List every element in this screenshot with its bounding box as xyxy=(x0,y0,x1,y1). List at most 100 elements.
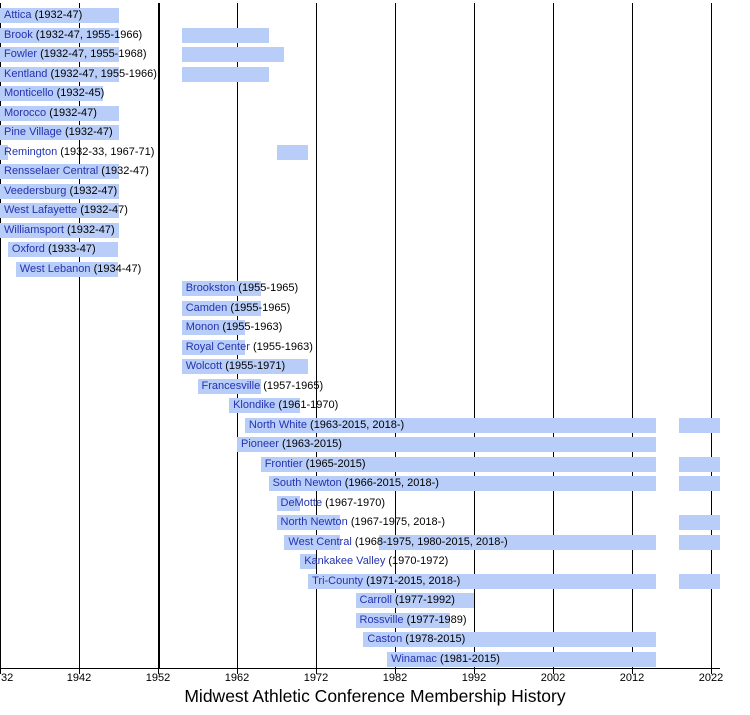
membership-bar xyxy=(0,223,119,238)
school-link[interactable]: Kankakee Valley xyxy=(304,555,386,567)
membership-years-text: (1932-47, 1955-1968) xyxy=(37,48,147,60)
school-link[interactable]: Winamac xyxy=(391,653,437,665)
school-link[interactable]: West Central xyxy=(288,536,352,548)
gridline-1952 xyxy=(158,3,160,669)
row-label: Winamac (1981-2015) xyxy=(391,652,500,667)
gridline-1932 xyxy=(0,3,1,669)
row-label: Francesville (1957-1965) xyxy=(202,379,324,394)
school-link[interactable]: South Newton xyxy=(272,477,342,489)
school-link[interactable]: West Lebanon xyxy=(19,263,91,275)
school-link[interactable]: North Newton xyxy=(280,516,348,528)
membership-years-text: (1955-1971) xyxy=(222,360,286,372)
row-label: Caston (1978-2015) xyxy=(367,632,465,647)
school-link[interactable]: Williamsport xyxy=(4,224,64,236)
school-link[interactable]: Rossville xyxy=(359,614,404,626)
row-label: North White (1963-2015, 2018-) xyxy=(249,418,404,433)
school-link[interactable]: West Lafayette xyxy=(4,204,78,216)
gridline-2022 xyxy=(711,3,712,669)
row-label: Kentland (1932-47, 1955-1966) xyxy=(4,67,157,82)
row-label: Veedersburg (1932-47) xyxy=(4,184,117,199)
school-link[interactable]: Fowler xyxy=(4,48,38,60)
membership-bar xyxy=(181,28,269,43)
row-label: Kankakee Valley (1970-1972) xyxy=(304,554,448,569)
membership-bar xyxy=(284,535,340,550)
school-link[interactable]: Remington xyxy=(4,146,58,158)
school-link[interactable]: DeMotte xyxy=(280,497,323,509)
gridline-1982 xyxy=(395,3,396,669)
school-link[interactable]: Monticello xyxy=(4,87,54,99)
row-label: Pioneer (1963-2015) xyxy=(241,437,342,452)
membership-bar xyxy=(0,184,119,199)
membership-bar xyxy=(0,125,119,140)
axis-tick-label-1952: 1952 xyxy=(145,672,171,684)
gridline-1972 xyxy=(316,3,317,669)
membership-years-text: (1957-1965) xyxy=(260,380,324,392)
membership-bar xyxy=(679,418,720,433)
row-label: Camden (1955-1965) xyxy=(186,301,291,316)
membership-years-text: (1955-1963) xyxy=(219,321,283,333)
school-link[interactable]: Frontier xyxy=(264,458,303,470)
membership-bar xyxy=(181,301,261,316)
membership-bar xyxy=(181,320,245,335)
row-label: South Newton (1966-2015, 2018-) xyxy=(273,476,439,491)
row-label: West Lafayette (1932-47) xyxy=(4,203,128,218)
membership-bar xyxy=(15,262,119,277)
school-link[interactable]: Attica xyxy=(4,9,32,21)
membership-bar xyxy=(181,67,269,82)
membership-bar xyxy=(355,613,451,628)
row-label: Carroll (1977-1992) xyxy=(360,593,455,608)
axis-tick-1952 xyxy=(158,669,159,674)
membership-years-text: (1934-47) xyxy=(90,263,142,275)
row-label: Rensselaer Central (1932-47) xyxy=(4,164,149,179)
school-link[interactable]: Klondike xyxy=(233,399,276,411)
membership-bar xyxy=(276,145,309,160)
row-label: Monon (1955-1963) xyxy=(186,320,283,335)
membership-bar xyxy=(379,535,656,550)
school-link[interactable]: Camden xyxy=(185,302,228,314)
school-link[interactable]: Pine Village xyxy=(4,126,62,138)
membership-bar xyxy=(197,379,261,394)
school-link[interactable]: Monon xyxy=(185,321,220,333)
membership-bar xyxy=(229,398,301,413)
row-label: Royal Center (1955-1963) xyxy=(186,340,313,355)
gridline-2012 xyxy=(632,3,633,669)
membership-years-text: (1932-47) xyxy=(31,9,83,21)
membership-years-text: (1968-1975, 1980-2015, 2018-) xyxy=(351,536,508,548)
membership-years-text: (1932-47, 1955-1966) xyxy=(47,68,157,80)
school-link[interactable]: Brook xyxy=(4,29,33,41)
school-link[interactable]: Brookston xyxy=(185,282,236,294)
school-link[interactable]: Caston xyxy=(367,633,403,645)
school-link[interactable]: Oxford xyxy=(11,243,45,255)
school-link[interactable]: Tri-County xyxy=(312,575,364,587)
school-link[interactable]: Francesville xyxy=(201,380,261,392)
membership-years-text: (1965-2015) xyxy=(302,458,366,470)
membership-years-text: (1932-47) xyxy=(98,165,149,177)
school-link[interactable]: Rensselaer Central xyxy=(4,165,99,177)
membership-years-text: (1966-2015, 2018-) xyxy=(341,477,439,489)
school-link[interactable]: North White xyxy=(248,419,307,431)
membership-bar xyxy=(268,476,656,491)
membership-bar xyxy=(0,145,8,160)
school-link[interactable]: Royal Center xyxy=(185,341,250,353)
row-label: DeMotte (1967-1970) xyxy=(281,496,386,511)
axis-tick-label-1962: 1962 xyxy=(224,672,250,684)
row-label: Brook (1932-47, 1955-1966) xyxy=(4,28,142,43)
school-link[interactable]: Carroll xyxy=(359,594,392,606)
row-label: Remington (1932-33, 1967-71) xyxy=(4,145,154,160)
axis-tick-2002 xyxy=(553,669,554,674)
row-label: Pine Village (1932-47) xyxy=(4,125,113,140)
gridline-1962 xyxy=(237,3,238,669)
gridline-1992 xyxy=(474,3,475,669)
membership-bar xyxy=(679,574,720,589)
school-link[interactable]: Pioneer xyxy=(241,438,279,450)
row-label: Monticello (1932-45) xyxy=(4,86,104,101)
x-axis-line xyxy=(0,668,720,669)
school-link[interactable]: Wolcott xyxy=(185,360,223,372)
school-link[interactable]: Kentland xyxy=(4,68,48,80)
school-link[interactable]: Veedersburg xyxy=(4,185,67,197)
membership-bar xyxy=(679,476,720,491)
school-link[interactable]: Morocco xyxy=(4,107,47,119)
axis-tick-label-2012: 2012 xyxy=(619,672,645,684)
row-label: Wolcott (1955-1971) xyxy=(186,359,285,374)
membership-years-text: (1955-1965) xyxy=(235,282,299,294)
